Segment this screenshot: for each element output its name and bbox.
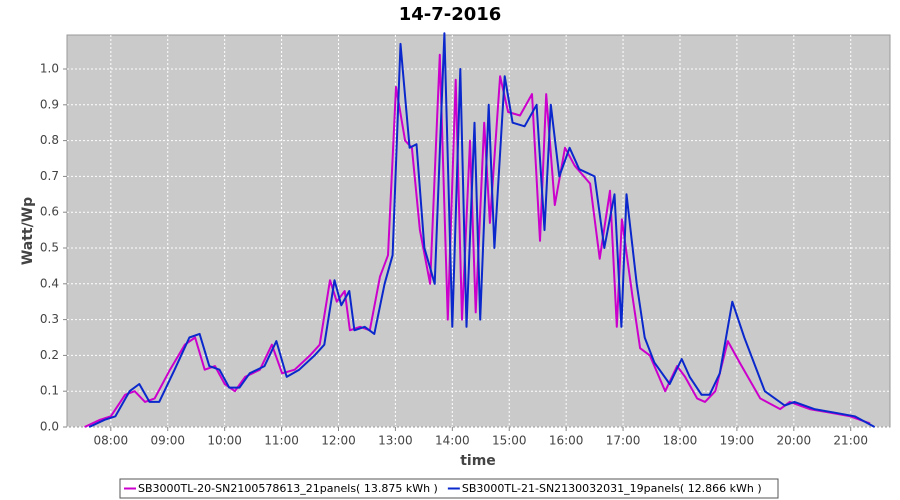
series-line [88,32,876,428]
legend-label: SB3000TL-20-SN2100578613_21panels( 13.87… [138,482,438,495]
y-tick-label: 1.0 [40,62,59,76]
x-tick-label: 18:00 [663,434,698,448]
y-tick-label: 0.1 [40,384,59,398]
x-tick-label: 21:00 [833,434,868,448]
series-line [84,53,871,428]
x-tick-label: 11:00 [264,434,299,448]
y-tick-label: 0.8 [40,133,59,147]
y-tick-label: 0.5 [40,241,59,255]
x-tick-label: 16:00 [549,434,584,448]
x-tick-label: 08:00 [94,434,129,448]
x-tick-label: 13:00 [378,434,413,448]
y-axis-label: Watt/Wp [20,197,36,265]
x-tick-label: 14:00 [435,434,470,448]
y-tick-label: 0.2 [40,348,59,362]
x-tick-label: 15:00 [492,434,527,448]
legend-label: SB3000TL-21-SN2130032031_19panels( 12.86… [462,482,762,495]
x-tick-label: 20:00 [777,434,812,448]
y-tick-label: 0.4 [40,276,59,290]
y-tick-label: 0.9 [40,97,59,111]
y-tick-label: 0.7 [40,169,59,183]
x-tick-label: 19:00 [720,434,755,448]
y-tick-label: 0.0 [40,420,59,434]
x-tick-label: 12:00 [321,434,356,448]
x-tick-label: 10:00 [207,434,242,448]
y-tick-label: 0.3 [40,312,59,326]
x-tick-label: 17:00 [606,434,641,448]
chart-title: 14-7-2016 [399,4,502,25]
x-axis-label: time [460,453,496,469]
y-tick-label: 0.6 [40,205,59,219]
x-tick-label: 09:00 [150,434,185,448]
